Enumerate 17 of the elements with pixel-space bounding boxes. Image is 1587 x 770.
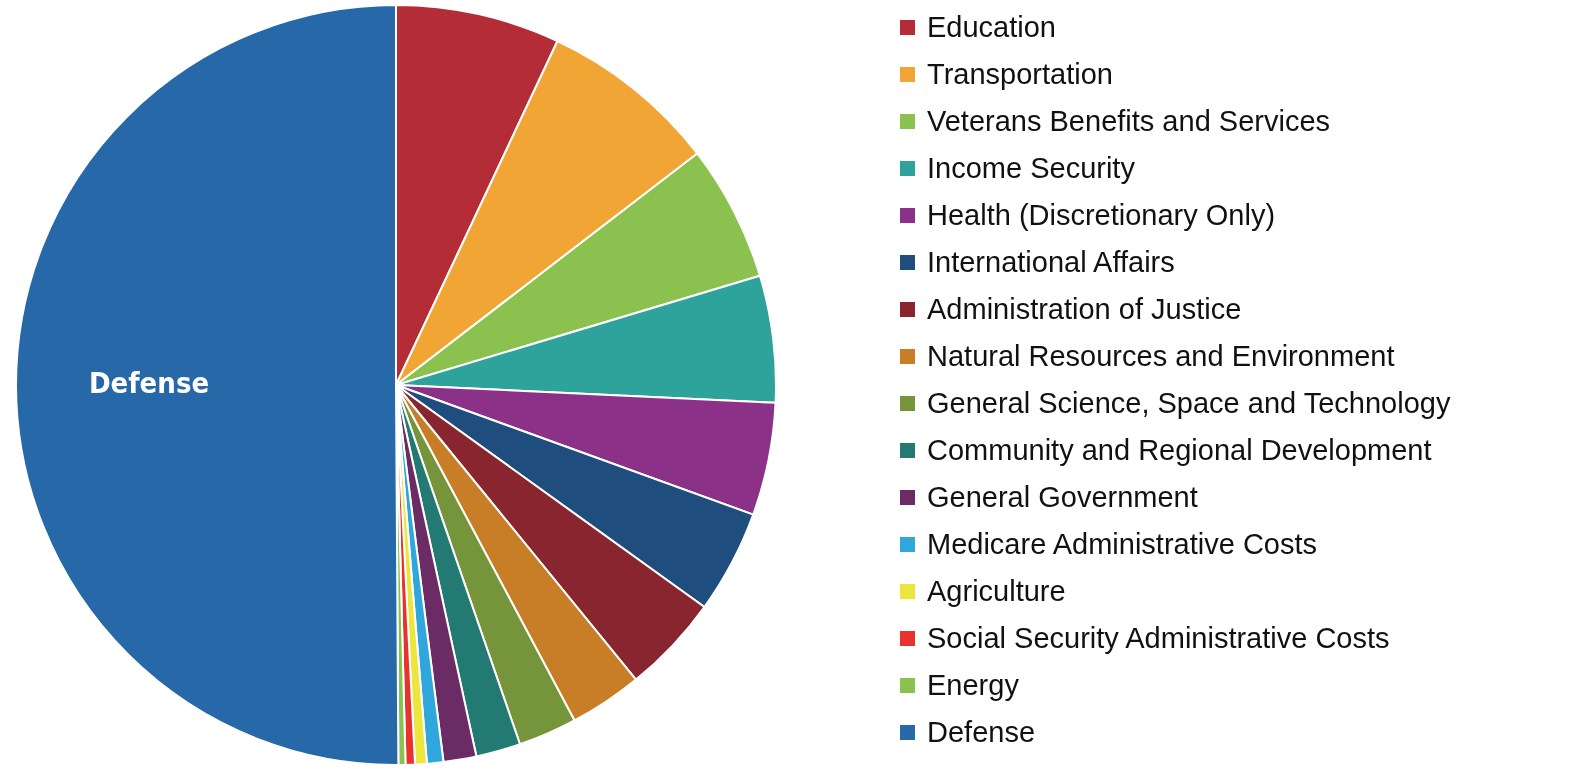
legend-label: Veterans Benefits and Services	[927, 105, 1331, 138]
legend-label: Agriculture	[927, 575, 1066, 608]
legend-label: General Science, Space and Technology	[927, 387, 1451, 420]
legend-label: Medicare Administrative Costs	[927, 528, 1318, 561]
legend-label: Education	[927, 11, 1056, 44]
legend-label: Administration of Justice	[927, 293, 1242, 326]
legend-label: General Government	[927, 481, 1198, 514]
legend-label: Community and Regional Development	[927, 434, 1432, 467]
legend-label: Natural Resources and Environment	[927, 340, 1395, 373]
text: Defense	[88, 366, 210, 401]
legend-label: Transportation	[927, 58, 1113, 91]
legend-label: Social Security Administrative Costs	[927, 622, 1390, 655]
legend-label: Health (Discretionary Only)	[927, 199, 1276, 232]
legend-label: Defense	[927, 716, 1036, 749]
legend-label: Income Security	[927, 152, 1135, 185]
legend-label: Energy	[927, 669, 1019, 702]
legend-label: International Affairs	[927, 246, 1175, 279]
